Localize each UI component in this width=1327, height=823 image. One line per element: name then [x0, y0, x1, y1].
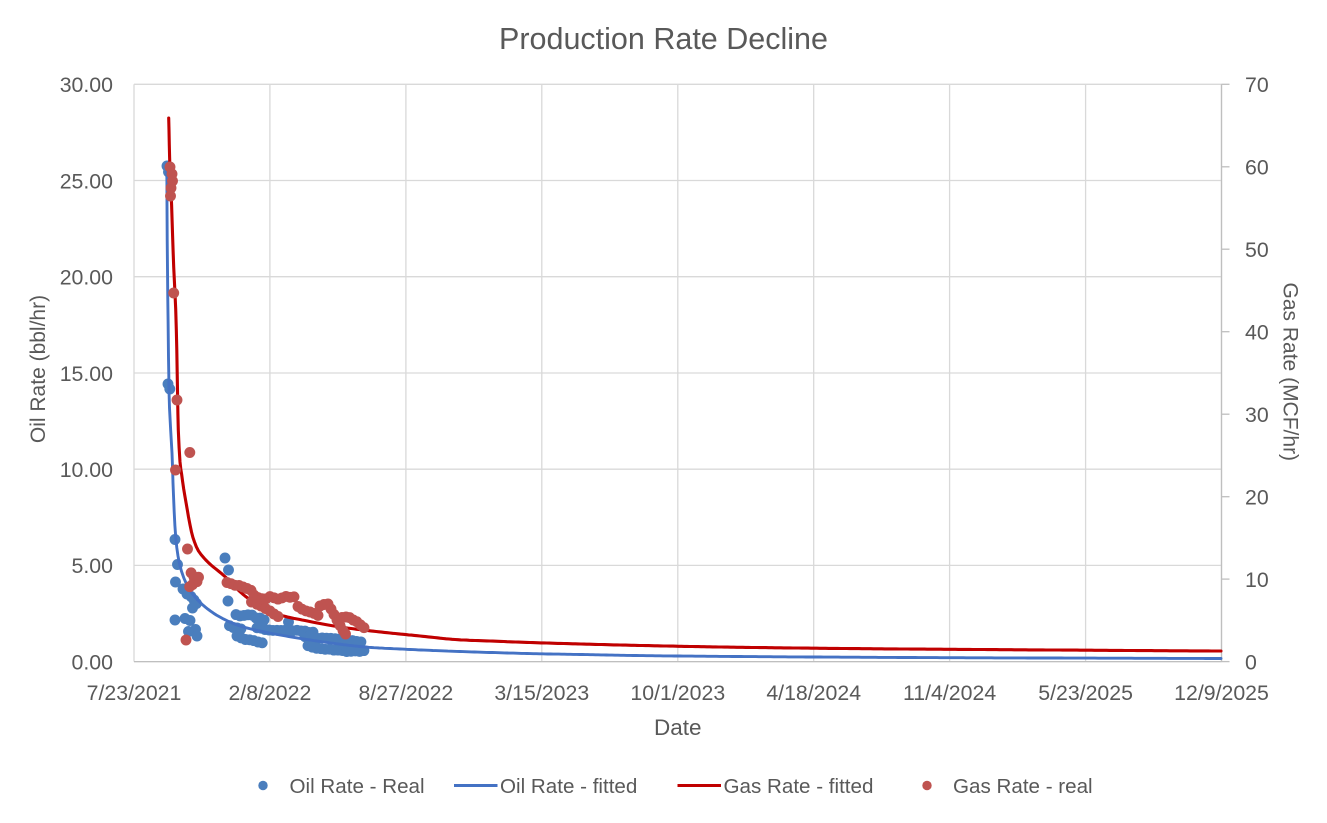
svg-text:Gas Rate - fitted: Gas Rate - fitted — [724, 775, 874, 798]
svg-text:0.00: 0.00 — [72, 650, 114, 674]
svg-text:70: 70 — [1245, 73, 1269, 97]
svg-text:5/23/2025: 5/23/2025 — [1038, 681, 1133, 705]
svg-text:20.00: 20.00 — [60, 266, 113, 290]
svg-text:30: 30 — [1245, 403, 1269, 427]
svg-text:10/1/2023: 10/1/2023 — [630, 681, 725, 705]
svg-text:Gas Rate - real: Gas Rate - real — [953, 775, 1093, 798]
svg-text:60: 60 — [1245, 156, 1269, 180]
svg-text:Oil Rate - Real: Oil Rate - Real — [290, 775, 425, 798]
svg-text:12/9/2025: 12/9/2025 — [1174, 681, 1269, 705]
svg-text:20: 20 — [1245, 486, 1269, 510]
svg-text:0: 0 — [1245, 650, 1257, 674]
svg-text:Production Rate Decline: Production Rate Decline — [499, 22, 828, 56]
svg-text:11/4/2024: 11/4/2024 — [903, 681, 996, 705]
svg-text:10: 10 — [1245, 568, 1269, 592]
svg-text:Date: Date — [654, 715, 702, 740]
svg-text:4/18/2024: 4/18/2024 — [766, 681, 861, 705]
svg-text:25.00: 25.00 — [60, 169, 113, 193]
svg-text:3/15/2023: 3/15/2023 — [494, 681, 589, 705]
svg-text:Oil Rate (bbl/hr): Oil Rate (bbl/hr) — [27, 295, 50, 443]
svg-text:30.00: 30.00 — [60, 73, 113, 97]
svg-text:Oil Rate - fitted: Oil Rate - fitted — [500, 775, 637, 798]
svg-text:10.00: 10.00 — [60, 458, 113, 482]
svg-text:7/23/2021: 7/23/2021 — [87, 681, 182, 705]
svg-text:15.00: 15.00 — [60, 362, 113, 386]
svg-text:8/27/2022: 8/27/2022 — [359, 681, 454, 705]
svg-text:40: 40 — [1245, 321, 1269, 345]
svg-text:5.00: 5.00 — [72, 554, 114, 578]
svg-text:50: 50 — [1245, 238, 1269, 262]
svg-text:Gas Rate (MCF/hr): Gas Rate (MCF/hr) — [1279, 283, 1302, 462]
svg-text:2/8/2022: 2/8/2022 — [228, 681, 311, 705]
